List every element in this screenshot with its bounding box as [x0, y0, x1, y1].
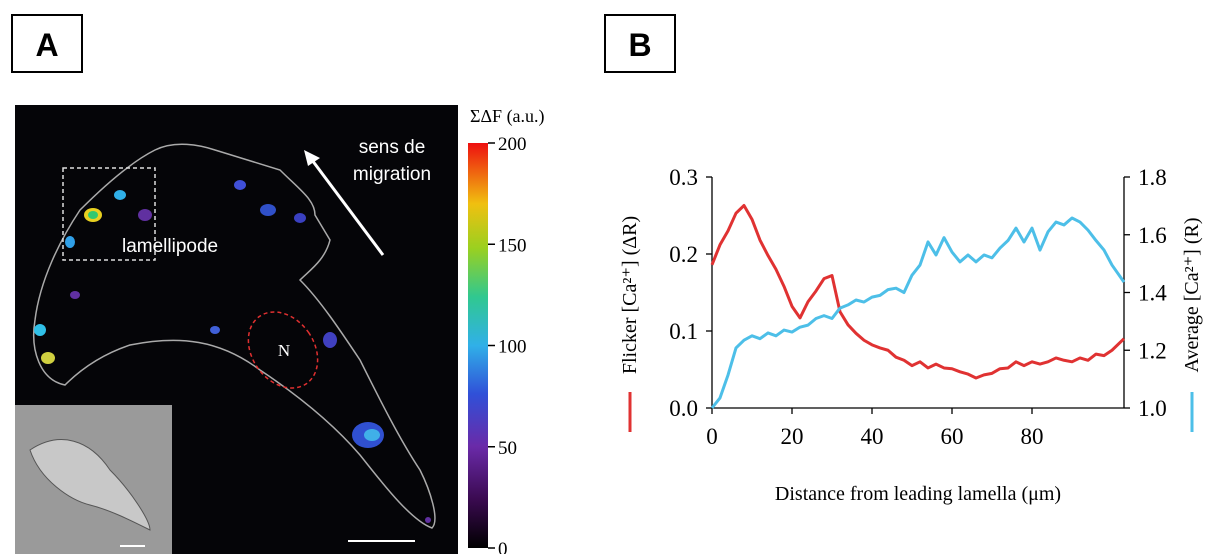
data-line — [710, 216, 1126, 409]
y-tick-label: 0.0 — [669, 396, 698, 421]
y-tick-label: 0.3 — [669, 165, 698, 190]
annotation: sens de migration — [352, 137, 432, 185]
colorbar-tick-label: 100 — [498, 337, 527, 358]
colorbar-tick-label: 50 — [498, 438, 517, 459]
x-axis-label: Distance from leading lamella (μm) — [775, 483, 1061, 505]
roi-box — [62, 167, 156, 261]
colorbar-title: ΣΔF (a.u.) — [470, 106, 545, 127]
inset-cell — [29, 439, 151, 531]
label-box — [11, 14, 83, 73]
y-tick-label: 0.1 — [669, 319, 698, 344]
colorbar-tick-label: 200 — [498, 134, 527, 155]
y2-tick-label: 1.4 — [1138, 281, 1167, 306]
y2-tick-label: 1.8 — [1138, 165, 1167, 190]
panel-label: A — [35, 27, 58, 63]
signal-blobs — [34, 180, 431, 523]
colorbar-tick-label: 150 — [498, 235, 527, 256]
x-tick-label: 40 — [861, 424, 884, 449]
x-tick-label: 0 — [706, 424, 718, 449]
y-tick-label: 0.2 — [669, 242, 698, 267]
label-box — [604, 14, 676, 73]
colorbar — [468, 143, 488, 548]
panel-label: B — [628, 27, 651, 63]
y2-tick-label: 1.0 — [1138, 396, 1167, 421]
annotation: lamellipode — [122, 236, 218, 257]
y-axis-label: Flicker [Ca²⁺] (ΔR) — [619, 216, 641, 374]
nucleus-outline — [247, 311, 319, 389]
x-tick-label: 80 — [1021, 424, 1044, 449]
colorbar-tick-label: 0 — [498, 539, 508, 554]
y2-axis-label: Average [Ca²⁺] (R) — [1181, 218, 1203, 373]
x-tick-label: 60 — [941, 424, 964, 449]
arrow-head — [304, 150, 320, 166]
data-line — [710, 203, 1126, 380]
y2-tick-label: 1.2 — [1138, 338, 1167, 363]
arrow — [310, 159, 385, 256]
x-tick-label: 20 — [781, 424, 804, 449]
y2-tick-label: 1.6 — [1138, 223, 1167, 248]
nucleus-label: N — [278, 341, 290, 360]
cell-outline — [33, 143, 436, 529]
